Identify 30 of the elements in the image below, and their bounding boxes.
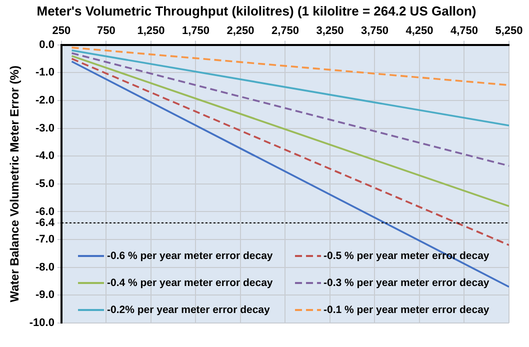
y-tick-label: -7.0 (36, 234, 54, 246)
y-tick-label: 0.0 (39, 38, 54, 51)
x-tick-label: 2,250 (226, 25, 254, 38)
x-tick-label: 4,750 (450, 25, 478, 38)
y-tick-label: -9.0 (36, 289, 54, 302)
x-tick-label: 250 (52, 25, 71, 38)
x-tick-label: 3,750 (360, 25, 389, 38)
x-tick-label: 3,250 (316, 25, 344, 38)
y-tick-label: -6.0 (36, 206, 54, 218)
y-tick-label: -6.4 (36, 216, 56, 229)
y-tick-label: -1.0 (36, 66, 54, 79)
y-tick-label: -10.0 (29, 317, 54, 330)
legend-label: -0.1 % per year meter error decay (324, 304, 490, 316)
legend-label: -0.6 % per year meter error decay (107, 250, 273, 262)
legend-label: -0.3 % per year meter error decay (324, 277, 490, 289)
legend-label: -0.4 % per year meter error decay (107, 277, 273, 289)
y-tick-label: -4.0 (36, 150, 54, 162)
x-tick-label: 1,750 (182, 25, 210, 38)
x-tick-label: 5,250 (495, 25, 523, 38)
x-tick-label: 750 (97, 25, 116, 38)
x-tick-label: 4,250 (406, 25, 434, 38)
legend-label: -0.2% per year meter error decay (107, 304, 270, 316)
y-tick-label: -5.0 (36, 178, 54, 190)
x-tick-label: 2,750 (271, 25, 299, 38)
y-axis-title: Water Balance Volumetric Meter Error (%) (8, 66, 22, 302)
x-tick-label: 1,250 (137, 25, 165, 38)
y-tick-label: -2.0 (36, 94, 54, 106)
y-tick-label: -8.0 (36, 261, 54, 274)
y-tick-label: -3.0 (36, 122, 54, 134)
chart-title: Meter's Volumetric Throughput (kilolitres) (1 kilolitre = 264.2 US Gallon) (36, 3, 476, 18)
